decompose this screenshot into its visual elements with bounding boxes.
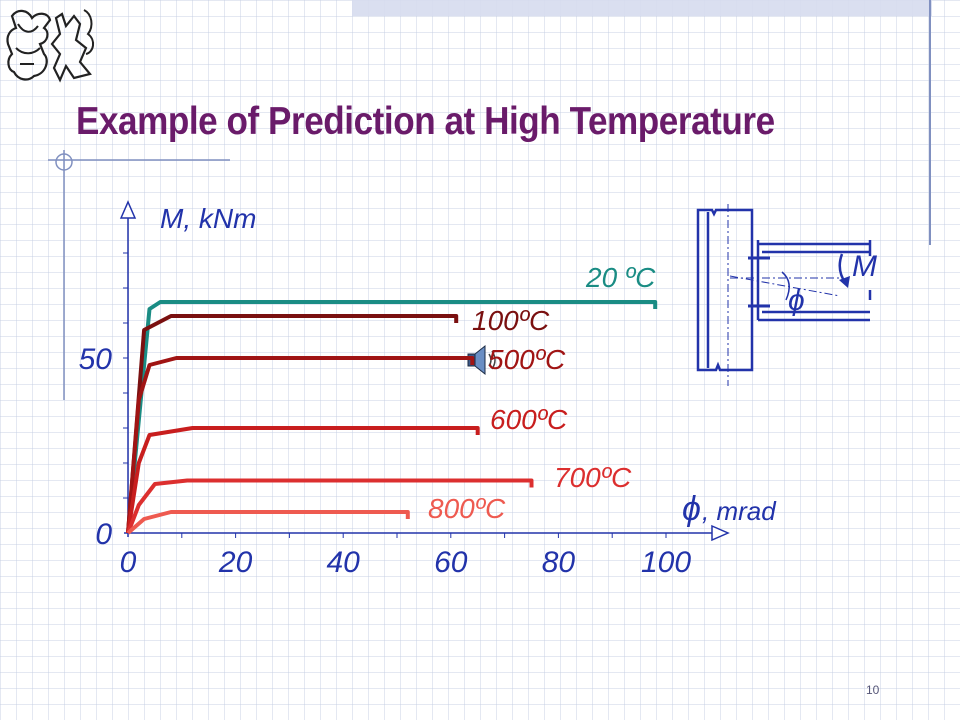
label-layer: 20 ºC 100ºC 500ºC 600ºC 700ºC 800ºC (428, 262, 656, 524)
series-line-600c (126, 426, 480, 534)
series-label-20c: 20 ºC (585, 262, 656, 293)
series-line-800c (126, 510, 410, 535)
y-axis-label: M, kNm (160, 203, 256, 234)
title-bullet-circle (55, 153, 73, 171)
moment-label: M (852, 250, 877, 283)
connection-diagram: ϕ M (696, 204, 877, 386)
x-tick-label: 60 (434, 546, 468, 579)
x-tick-label: 80 (542, 546, 576, 579)
series-label-100c: 100ºC (472, 305, 550, 336)
series-line-100c (126, 314, 459, 534)
rotated-centerline (729, 275, 841, 297)
y-tick-label: 0 (95, 518, 112, 551)
series-line-700c (126, 478, 534, 534)
x-axis-symbol: ϕ (682, 490, 701, 528)
rotation-arc (781, 271, 790, 301)
series-label-800c: 800ºC (428, 493, 506, 524)
top-band (352, 0, 932, 16)
series-line-20c (126, 300, 658, 534)
axes: 0 20 40 60 80 100 0 50 M, kNm ϕ, mrad (79, 200, 777, 579)
moment-arrow-head (839, 276, 850, 288)
x-tick-label: 100 (641, 546, 691, 579)
column-outline (696, 208, 754, 372)
x-tick-label: 40 (327, 546, 361, 579)
x-axis-label: , mrad (702, 496, 777, 526)
series-label-700c: 700ºC (554, 462, 632, 493)
y-tick-label: 50 (79, 343, 113, 376)
rotation-symbol: ϕ (788, 284, 805, 317)
x-tick-label: 0 (120, 546, 137, 579)
university-crest-logo (6, 9, 94, 83)
slide-title: Example of Prediction at High Temperatur… (76, 100, 775, 143)
series-label-600c: 600ºC (490, 404, 568, 435)
series-layer (126, 300, 658, 535)
page-number: 10 (866, 683, 880, 697)
series-label-500c: 500ºC (488, 344, 566, 375)
series-line-500c (126, 356, 475, 534)
y-axis-arrow (119, 200, 137, 219)
x-axis-arrow (711, 524, 730, 542)
x-tick-label: 20 (218, 546, 253, 579)
